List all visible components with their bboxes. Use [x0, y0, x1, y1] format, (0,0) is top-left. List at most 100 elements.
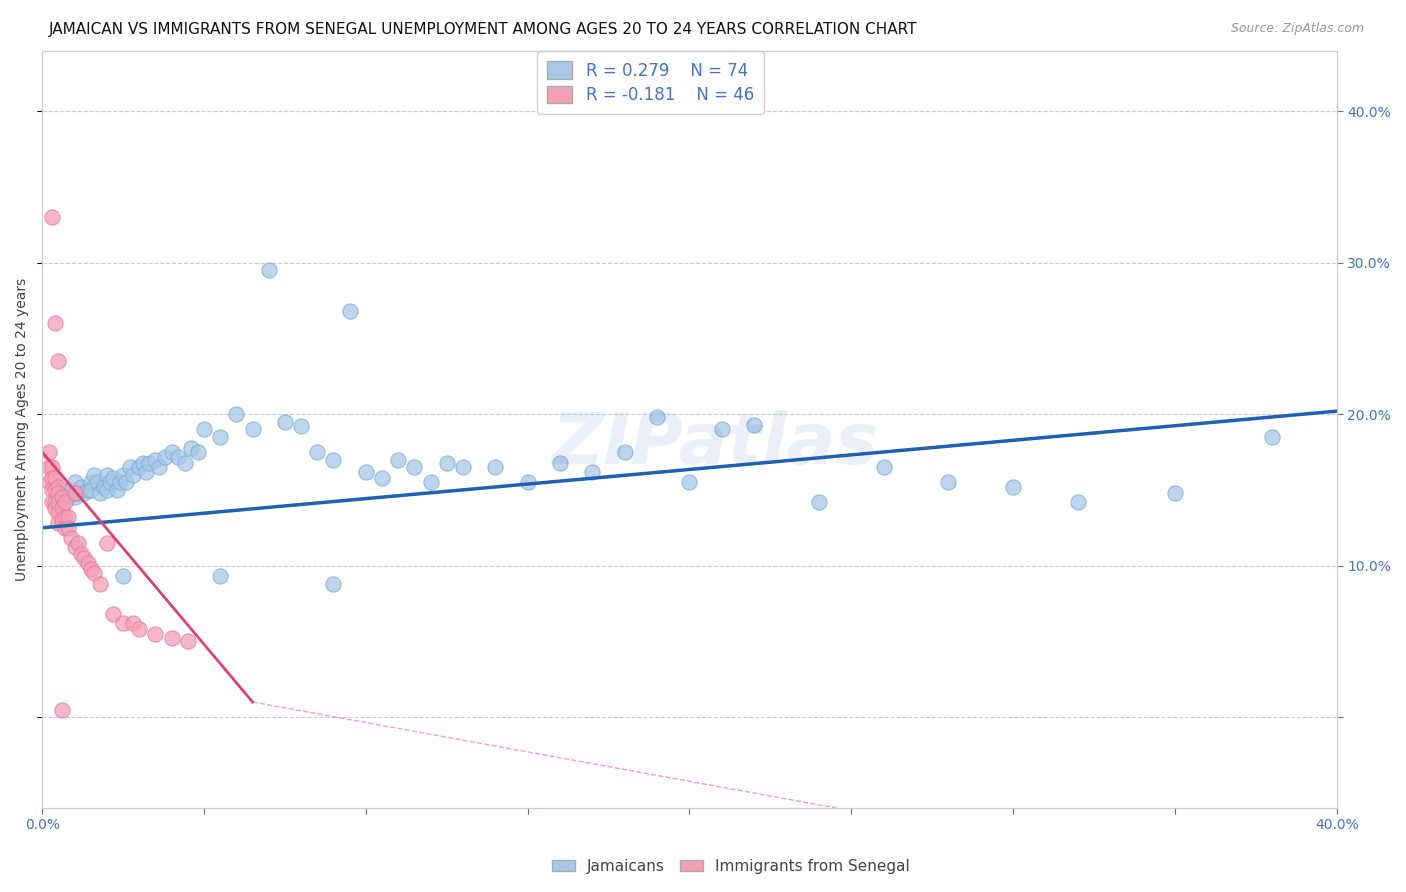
Point — [613, 445, 636, 459]
Point — [484, 460, 506, 475]
Point — [160, 632, 183, 646]
Point — [80, 562, 103, 576]
Point — [242, 422, 264, 436]
Point — [118, 460, 141, 475]
Point — [89, 486, 111, 500]
Point — [83, 467, 105, 482]
Point — [56, 521, 79, 535]
Point — [48, 495, 70, 509]
Point — [581, 465, 603, 479]
Point — [63, 475, 86, 490]
Legend: R = 0.279    N = 74, R = -0.181    N = 46: R = 0.279 N = 74, R = -0.181 N = 46 — [537, 52, 763, 114]
Point — [209, 430, 232, 444]
Point — [322, 452, 344, 467]
Point — [419, 475, 441, 490]
Point — [48, 480, 70, 494]
Point — [225, 407, 247, 421]
Point — [41, 495, 63, 509]
Point — [70, 480, 93, 494]
Point — [53, 483, 76, 497]
Point — [60, 483, 83, 497]
Point — [153, 450, 176, 464]
Point — [51, 513, 73, 527]
Point — [128, 622, 150, 636]
Point — [63, 491, 86, 505]
Point — [290, 419, 312, 434]
Point — [105, 483, 128, 497]
Point — [177, 634, 200, 648]
Point — [38, 445, 60, 459]
Point — [138, 456, 160, 470]
Point — [112, 569, 135, 583]
Point — [121, 616, 143, 631]
Point — [41, 471, 63, 485]
Point — [44, 471, 66, 485]
Point — [53, 495, 76, 509]
Point — [145, 452, 167, 467]
Point — [404, 460, 426, 475]
Point — [1002, 480, 1025, 494]
Point — [173, 456, 195, 470]
Point — [108, 475, 131, 490]
Point — [548, 456, 571, 470]
Point — [257, 263, 280, 277]
Point — [186, 445, 208, 459]
Point — [66, 536, 89, 550]
Point — [938, 475, 960, 490]
Point — [160, 445, 183, 459]
Point — [38, 460, 60, 475]
Point — [339, 304, 361, 318]
Point — [307, 445, 329, 459]
Point — [516, 475, 538, 490]
Point — [76, 483, 98, 497]
Point — [115, 475, 138, 490]
Point — [48, 354, 70, 368]
Point — [354, 465, 377, 479]
Point — [51, 501, 73, 516]
Point — [371, 471, 394, 485]
Point — [103, 471, 125, 485]
Point — [274, 415, 297, 429]
Text: JAMAICAN VS IMMIGRANTS FROM SENEGAL UNEMPLOYMENT AMONG AGES 20 TO 24 YEARS CORRE: JAMAICAN VS IMMIGRANTS FROM SENEGAL UNEM… — [49, 22, 918, 37]
Point — [41, 483, 63, 497]
Point — [73, 486, 96, 500]
Point — [93, 480, 115, 494]
Point — [38, 475, 60, 490]
Point — [128, 460, 150, 475]
Point — [66, 486, 89, 500]
Point — [63, 486, 86, 500]
Point — [678, 475, 700, 490]
Point — [41, 211, 63, 225]
Point — [86, 475, 108, 490]
Point — [807, 495, 830, 509]
Point — [710, 422, 733, 436]
Point — [167, 450, 190, 464]
Point — [53, 510, 76, 524]
Point — [44, 501, 66, 516]
Point — [56, 491, 79, 505]
Point — [44, 483, 66, 497]
Point — [83, 566, 105, 581]
Point — [180, 441, 202, 455]
Point — [96, 536, 118, 550]
Point — [451, 460, 474, 475]
Point — [60, 532, 83, 546]
Point — [112, 467, 135, 482]
Point — [145, 627, 167, 641]
Point — [48, 506, 70, 520]
Point — [51, 491, 73, 505]
Point — [322, 577, 344, 591]
Legend: Jamaicans, Immigrants from Senegal: Jamaicans, Immigrants from Senegal — [546, 853, 917, 880]
Text: Source: ZipAtlas.com: Source: ZipAtlas.com — [1230, 22, 1364, 36]
Point — [148, 460, 170, 475]
Point — [48, 486, 70, 500]
Point — [1067, 495, 1090, 509]
Point — [53, 521, 76, 535]
Point — [70, 547, 93, 561]
Point — [645, 410, 668, 425]
Point — [63, 541, 86, 555]
Point — [121, 467, 143, 482]
Point — [193, 422, 215, 436]
Point — [98, 475, 121, 490]
Point — [80, 483, 103, 497]
